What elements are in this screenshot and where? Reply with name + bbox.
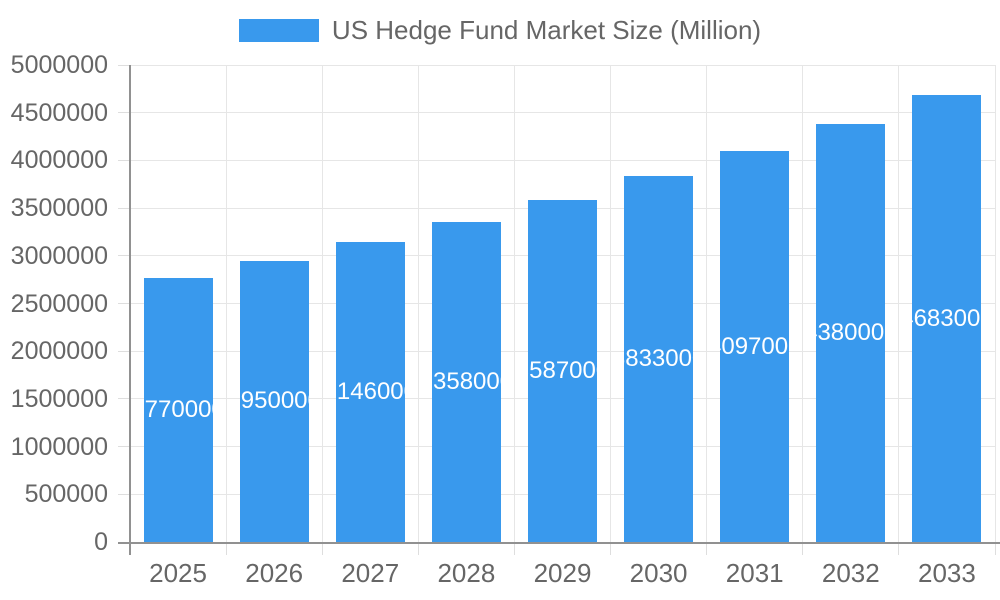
bar-2030: 3833000 <box>624 176 694 542</box>
y-axis-tick <box>118 112 130 114</box>
x-axis-tick <box>225 542 227 555</box>
bar-value-label: 4097000 <box>720 332 789 360</box>
x-axis-line <box>118 542 1000 544</box>
x-gridline <box>321 65 323 542</box>
y-axis-tick-label: 2000000 <box>10 337 108 366</box>
y-axis-line <box>129 65 131 555</box>
bar-value-label: 3146000 <box>336 377 405 405</box>
x-axis-label-2027: 2027 <box>341 558 400 588</box>
bar-2029: 3587000 <box>528 199 597 542</box>
y-axis-tick-label: 3500000 <box>10 194 108 223</box>
x-axis-tick <box>994 542 996 555</box>
x-axis-label-2028: 2028 <box>437 558 496 588</box>
y-gridline <box>130 64 995 66</box>
y-axis-tick-label: 2500000 <box>10 289 108 318</box>
x-axis-label-2025: 2025 <box>149 558 207 588</box>
x-axis-label-2032: 2032 <box>821 558 880 588</box>
x-axis-tick <box>610 542 612 555</box>
bar-2027: 3146000 <box>335 241 405 542</box>
legend[interactable]: US Hedge Fund Market Size (Million) <box>0 16 1000 44</box>
x-axis-label-2026: 2026 <box>245 558 304 588</box>
x-axis-tick <box>513 542 515 555</box>
legend-label: US Hedge Fund Market Size (Million) <box>331 15 762 45</box>
y-axis-tick <box>118 493 130 495</box>
x-gridline <box>225 65 227 542</box>
y-axis-tick-label: 3000000 <box>10 241 108 270</box>
x-gridline <box>898 65 900 542</box>
bar-value-label: 2770000 <box>144 395 213 423</box>
y-axis-tick-label: 0 <box>94 528 108 556</box>
legend-swatch <box>238 18 319 42</box>
x-axis-tick <box>321 542 323 555</box>
x-axis-label-2029: 2029 <box>533 558 592 588</box>
y-gridline <box>130 112 995 114</box>
y-axis-tick-label: 1000000 <box>10 432 108 461</box>
bar-value-label: 2950000 <box>240 387 309 415</box>
x-axis-tick <box>417 542 419 555</box>
x-gridline <box>610 65 612 542</box>
y-axis-tick <box>118 303 130 304</box>
x-gridline <box>994 65 996 542</box>
y-axis-tick <box>118 398 130 400</box>
bar-value-label: 3833000 <box>624 345 693 373</box>
bar-2033: 4683000 <box>912 95 982 542</box>
y-axis-tick-label: 1500000 <box>10 384 108 413</box>
y-axis-tick-label: 5000000 <box>10 51 108 79</box>
bar-2032: 4380000 <box>816 124 886 542</box>
bar-2025: 2770000 <box>143 277 213 542</box>
bar-value-label: 3587000 <box>528 356 597 384</box>
bar-value-label: 4683000 <box>912 304 981 332</box>
x-axis-tick <box>706 542 708 555</box>
x-gridline <box>706 65 708 542</box>
x-gridline <box>802 65 804 542</box>
x-axis-tick <box>898 542 900 555</box>
x-gridline <box>513 65 515 542</box>
y-axis-tick <box>118 350 130 352</box>
x-axis-label-2033: 2033 <box>918 558 976 588</box>
bar-2026: 2950000 <box>239 260 309 542</box>
y-axis-tick-label: 500000 <box>24 480 108 509</box>
x-axis-label-2031: 2031 <box>725 558 784 588</box>
y-axis-tick <box>118 207 130 209</box>
x-axis-label-2030: 2030 <box>629 558 688 588</box>
y-axis-tick-label: 4500000 <box>10 98 108 127</box>
y-axis-tick <box>118 159 130 161</box>
y-axis-tick <box>118 64 130 66</box>
x-axis-tick <box>802 542 804 555</box>
bar-2028: 3358000 <box>431 221 501 542</box>
y-gridline <box>130 159 995 161</box>
bar-value-label: 4380000 <box>816 319 885 347</box>
bar-2031: 4097000 <box>720 151 790 542</box>
y-axis-tick-label: 4000000 <box>10 146 108 175</box>
y-axis-tick <box>118 446 130 448</box>
x-gridline <box>417 65 419 542</box>
y-axis-tick <box>118 255 130 257</box>
bar-value-label: 3358000 <box>432 367 501 395</box>
